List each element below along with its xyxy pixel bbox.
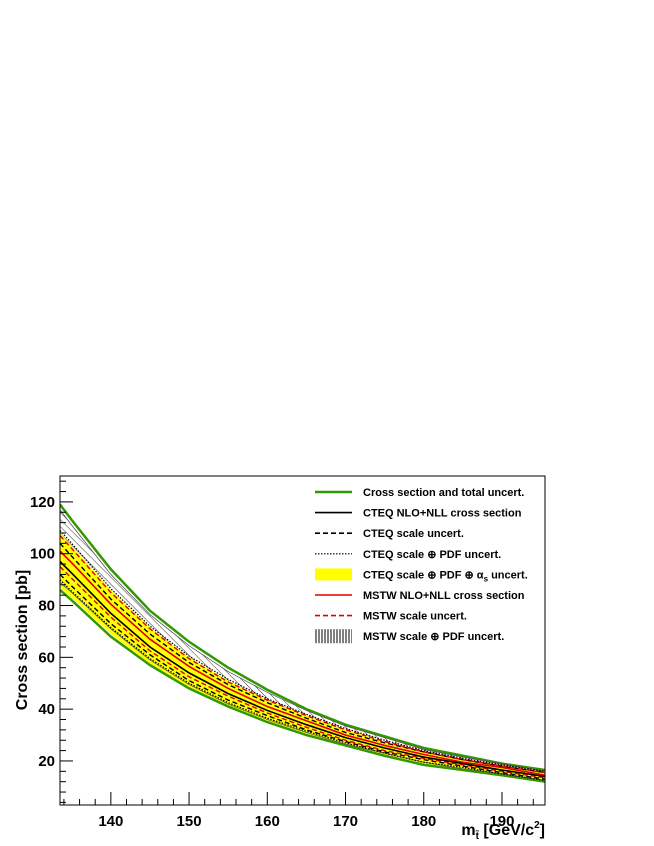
- y-tick-label: 20: [38, 753, 55, 770]
- legend-swatch: [315, 568, 352, 581]
- x-axis-title-unit: [GeV/c: [479, 822, 534, 839]
- legend-label: MSTW scale ⊕ PDF uncert.: [363, 631, 504, 643]
- legend-entry: CTEQ scale ⊕ PDF uncert.: [315, 549, 501, 561]
- legend-label: CTEQ scale ⊕ PDF ⊕ αs uncert.: [363, 569, 528, 583]
- legend-label: CTEQ NLO+NLL cross section: [363, 508, 522, 520]
- cteq-scale-pdf-lower-line: [60, 579, 545, 781]
- x-axis-title-unit-suffix: ]: [540, 822, 545, 839]
- legend-swatch: [315, 629, 352, 644]
- legend: Cross section and total uncert. CTEQ NLO+…: [315, 487, 528, 644]
- legend-label: CTEQ scale uncert.: [363, 528, 464, 540]
- legend-label: Cross section and total uncert.: [363, 487, 524, 499]
- total-uncert-upper-line: [60, 503, 545, 772]
- x-tick-label: 150: [177, 813, 202, 830]
- x-axis-title-main: m: [461, 822, 475, 839]
- mstw-scale-pdf-lower-line: [60, 581, 545, 781]
- cteq-scale-lower-line: [60, 573, 545, 780]
- x-tick-label: 170: [333, 813, 358, 830]
- legend-label: MSTW scale uncert.: [363, 611, 467, 623]
- x-axis: 140 150 160 170 180 190: [63, 792, 534, 830]
- y-axis-title: Cross section [pb]: [14, 570, 31, 710]
- x-axis-title: mt̃ [GeV/c2]: [461, 820, 545, 842]
- plot-area: [60, 503, 545, 783]
- mstw-scale-lower-line: [60, 566, 545, 779]
- x-tick-label: 180: [411, 813, 436, 830]
- total-uncert-lower-line: [60, 589, 545, 783]
- legend-label: CTEQ scale ⊕ PDF uncert.: [363, 549, 501, 561]
- cteq-scale-pdf-upper-line: [60, 529, 545, 772]
- y-tick-label: 60: [38, 649, 55, 666]
- series-lines: [60, 503, 545, 783]
- x-axis-title-unit-power: 2: [534, 820, 540, 831]
- y-tick-label: 120: [30, 494, 55, 511]
- mstw-scale-pdf-upper-line: [60, 509, 545, 772]
- legend-entry: CTEQ NLO+NLL cross section: [315, 508, 522, 520]
- x-axis-title-subscript: t̃: [475, 829, 480, 842]
- x-tick-label: 160: [255, 813, 280, 830]
- legend-entry: MSTW NLO+NLL cross section: [315, 590, 525, 602]
- x-tick-label: 140: [98, 813, 123, 830]
- legend-entry: Cross section and total uncert.: [315, 487, 524, 499]
- legend-entry: CTEQ scale uncert.: [315, 528, 464, 540]
- legend-label: MSTW NLO+NLL cross section: [363, 590, 525, 602]
- mstw-central-line: [60, 550, 545, 776]
- y-tick-label: 40: [38, 701, 55, 718]
- legend-entry: MSTW scale ⊕ PDF uncert.: [315, 629, 504, 644]
- y-axis: 20 40 60 80 100 120: [30, 480, 73, 803]
- legend-entry: CTEQ scale ⊕ PDF ⊕ αs uncert.: [315, 568, 528, 583]
- x-tick-label: 190: [489, 813, 514, 830]
- plot-frame: [59, 475, 546, 806]
- y-tick-label: 100: [30, 546, 55, 563]
- cteq-central-line: [60, 560, 545, 778]
- legend-entry: MSTW scale uncert.: [315, 611, 467, 623]
- mstw-scale-upper-line: [60, 535, 545, 774]
- cteq-scale-upper-line: [60, 542, 545, 774]
- y-tick-label: 80: [38, 598, 55, 615]
